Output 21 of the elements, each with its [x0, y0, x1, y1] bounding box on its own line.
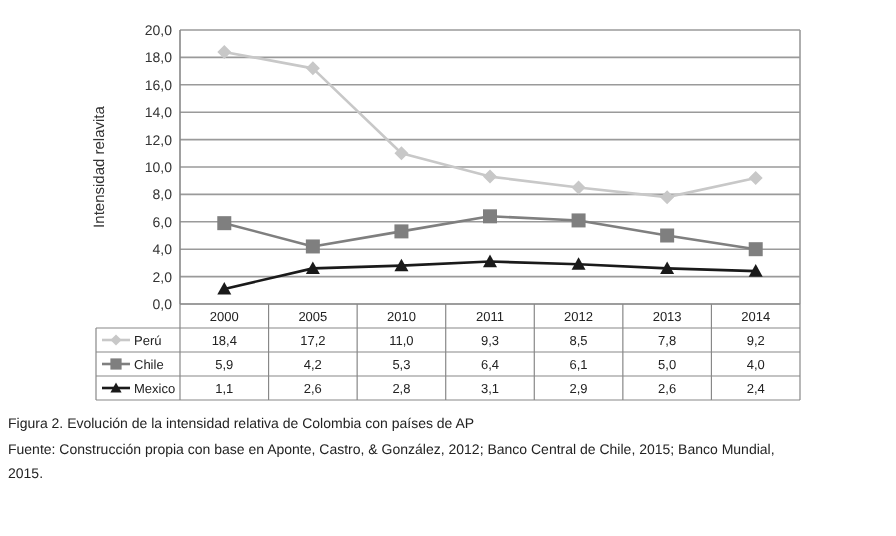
point: [660, 261, 675, 274]
point: [217, 216, 232, 231]
point: [483, 254, 497, 268]
point: [394, 146, 409, 161]
point: [483, 169, 497, 184]
point: [217, 281, 232, 295]
point: [660, 228, 675, 243]
point: [305, 239, 320, 254]
point: [483, 209, 497, 224]
point: [748, 170, 763, 185]
point: [748, 264, 763, 277]
point: [660, 190, 675, 205]
point: [394, 224, 409, 239]
point: [571, 213, 586, 228]
point: [394, 258, 409, 272]
point: [571, 257, 586, 270]
point: [748, 242, 763, 257]
point: [305, 61, 320, 76]
point: [571, 180, 586, 195]
point: [305, 261, 320, 274]
point: [217, 44, 232, 59]
